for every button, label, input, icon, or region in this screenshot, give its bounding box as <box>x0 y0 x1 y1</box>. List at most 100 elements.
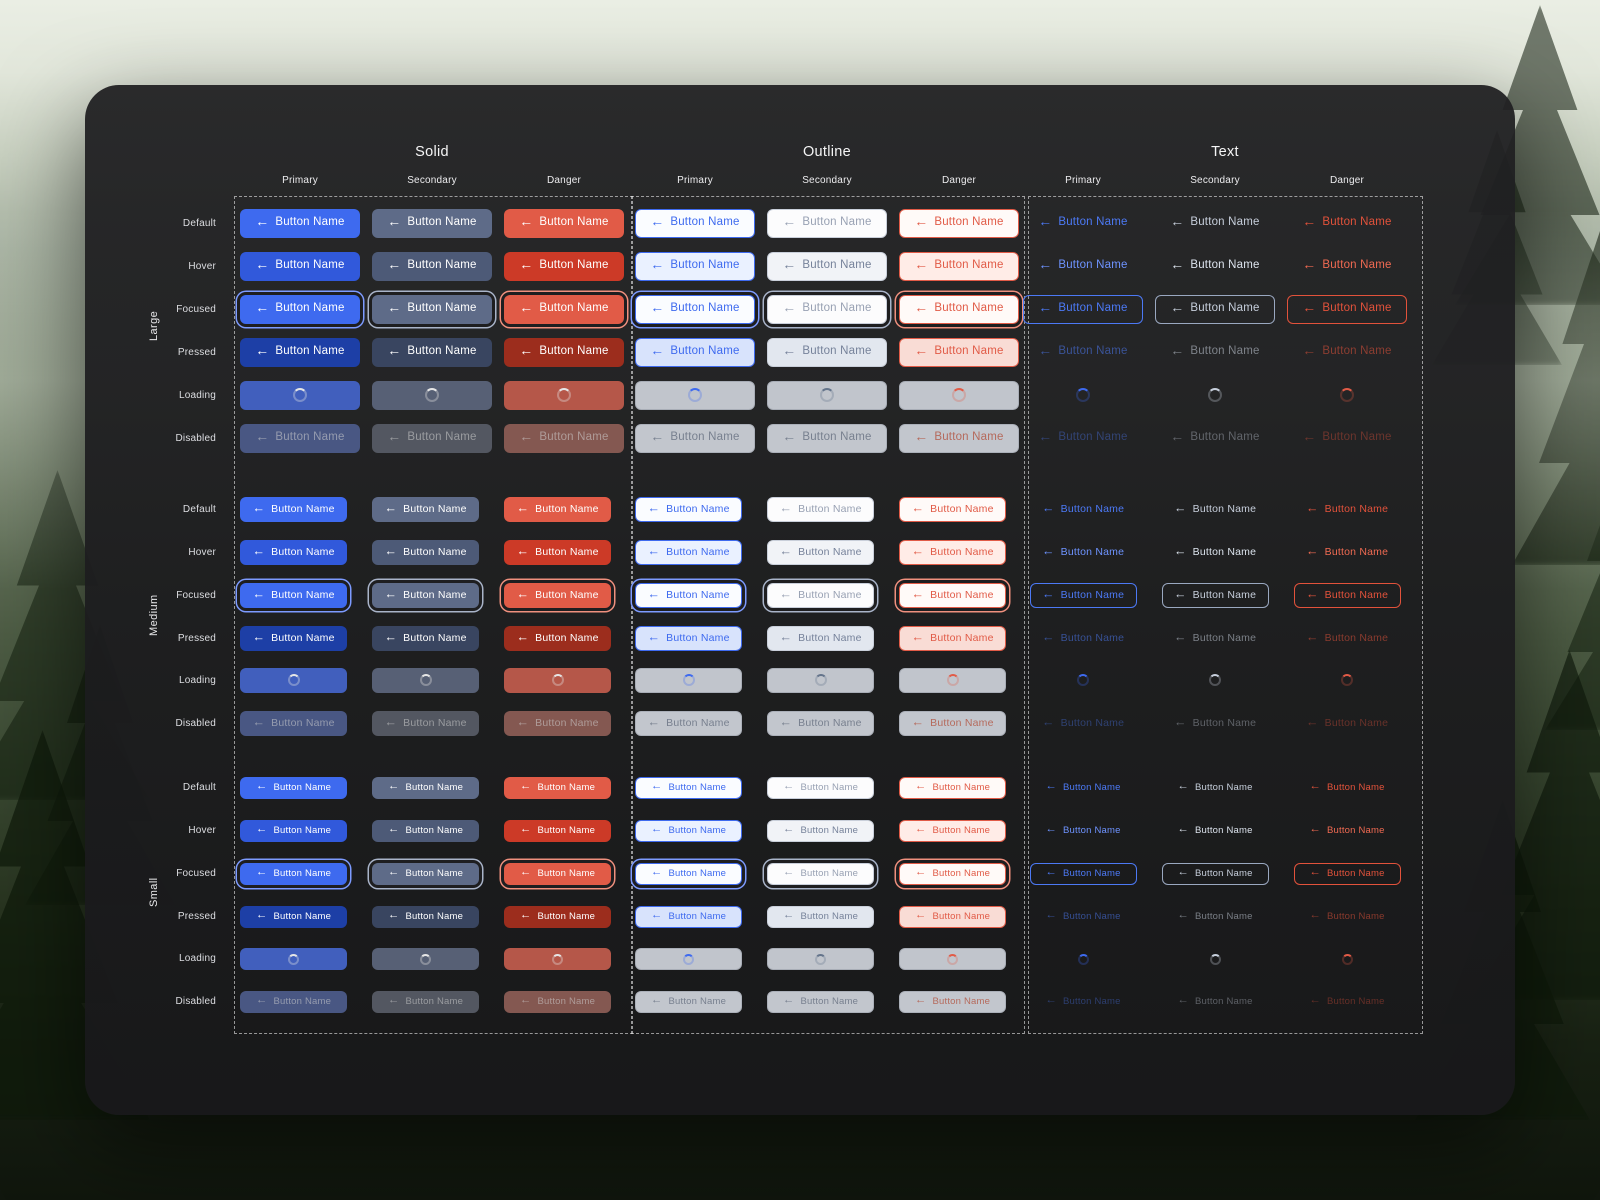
button-text-danger-large-loading[interactable] <box>1287 381 1407 410</box>
button-solid-danger-small-hover[interactable]: ← Button Name <box>504 820 611 842</box>
button-text-danger-large-hover[interactable]: ← Button Name <box>1287 252 1407 281</box>
button-text-danger-medium-focused[interactable]: ← Button Name <box>1293 582 1401 608</box>
button-outline-secondary-small-pressed[interactable]: ← Button Name <box>767 906 874 928</box>
button-text-secondary-large-pressed[interactable]: ← Button Name <box>1155 338 1275 367</box>
button-text-danger-medium-default[interactable]: ← Button Name <box>1294 497 1401 522</box>
button-text-primary-large-focused[interactable]: ← Button Name <box>1023 294 1143 324</box>
button-solid-danger-large-default[interactable]: ← Button Name <box>504 208 624 238</box>
button-text-danger-small-hover[interactable]: ← Button Name <box>1294 820 1401 842</box>
button-outline-primary-large-loading[interactable] <box>635 380 755 410</box>
button-outline-danger-large-pressed[interactable]: ← Button Name <box>899 337 1019 367</box>
button-text-secondary-small-focused[interactable]: ← Button Name <box>1161 863 1269 885</box>
button-outline-danger-large-default[interactable]: ← Button Name <box>899 208 1019 238</box>
button-solid-primary-medium-pressed[interactable]: ← Button Name <box>240 625 347 651</box>
button-outline-danger-medium-hover[interactable]: ← Button Name <box>899 539 1006 565</box>
button-outline-danger-small-default[interactable]: ← Button Name <box>899 777 1006 799</box>
button-solid-secondary-medium-loading[interactable] <box>372 667 479 693</box>
button-outline-secondary-small-loading[interactable] <box>767 948 874 970</box>
button-text-danger-small-loading[interactable] <box>1294 948 1401 970</box>
button-outline-secondary-medium-hover[interactable]: ← Button Name <box>767 539 874 565</box>
button-outline-danger-small-focused[interactable]: ← Button Name <box>899 863 1006 885</box>
button-outline-secondary-large-focused[interactable]: ← Button Name <box>767 294 887 324</box>
button-solid-danger-medium-hover[interactable]: ← Button Name <box>504 539 611 565</box>
button-text-danger-medium-hover[interactable]: ← Button Name <box>1294 540 1401 565</box>
button-solid-secondary-large-focused[interactable]: ← Button Name <box>372 294 492 324</box>
button-text-danger-medium-pressed[interactable]: ← Button Name <box>1294 626 1401 651</box>
button-text-primary-large-pressed[interactable]: ← Button Name <box>1023 338 1143 367</box>
button-outline-secondary-small-hover[interactable]: ← Button Name <box>767 820 874 842</box>
button-outline-danger-medium-focused[interactable]: ← Button Name <box>899 582 1006 608</box>
button-outline-danger-medium-default[interactable]: ← Button Name <box>899 496 1006 522</box>
button-solid-secondary-large-pressed[interactable]: ← Button Name <box>372 337 492 367</box>
button-outline-primary-medium-loading[interactable] <box>635 667 742 693</box>
button-outline-primary-small-focused[interactable]: ← Button Name <box>635 863 742 885</box>
button-text-primary-small-pressed[interactable]: ← Button Name <box>1030 906 1137 928</box>
button-solid-secondary-large-loading[interactable] <box>372 380 492 410</box>
button-text-danger-medium-loading[interactable] <box>1294 668 1401 693</box>
button-text-primary-small-focused[interactable]: ← Button Name <box>1029 863 1137 885</box>
button-outline-danger-large-hover[interactable]: ← Button Name <box>899 251 1019 281</box>
button-text-primary-small-default[interactable]: ← Button Name <box>1030 777 1137 799</box>
button-solid-primary-medium-hover[interactable]: ← Button Name <box>240 539 347 565</box>
button-text-secondary-large-loading[interactable] <box>1155 381 1275 410</box>
button-solid-primary-medium-loading[interactable] <box>240 667 347 693</box>
button-text-primary-medium-hover[interactable]: ← Button Name <box>1030 540 1137 565</box>
button-solid-secondary-small-focused[interactable]: ← Button Name <box>372 863 479 885</box>
button-outline-primary-large-default[interactable]: ← Button Name <box>635 208 755 238</box>
button-solid-secondary-small-hover[interactable]: ← Button Name <box>372 820 479 842</box>
button-outline-primary-small-default[interactable]: ← Button Name <box>635 777 742 799</box>
button-outline-primary-large-pressed[interactable]: ← Button Name <box>635 337 755 367</box>
button-outline-secondary-medium-default[interactable]: ← Button Name <box>767 496 874 522</box>
button-outline-primary-medium-pressed[interactable]: ← Button Name <box>635 625 742 651</box>
button-solid-primary-small-pressed[interactable]: ← Button Name <box>240 906 347 928</box>
button-text-secondary-medium-focused[interactable]: ← Button Name <box>1161 582 1269 608</box>
button-solid-secondary-large-default[interactable]: ← Button Name <box>372 208 492 238</box>
button-text-secondary-small-loading[interactable] <box>1162 948 1269 970</box>
button-outline-secondary-small-focused[interactable]: ← Button Name <box>767 863 874 885</box>
button-outline-secondary-medium-focused[interactable]: ← Button Name <box>767 582 874 608</box>
button-text-secondary-small-default[interactable]: ← Button Name <box>1162 777 1269 799</box>
button-text-primary-small-hover[interactable]: ← Button Name <box>1030 820 1137 842</box>
button-text-primary-medium-pressed[interactable]: ← Button Name <box>1030 626 1137 651</box>
button-outline-secondary-large-loading[interactable] <box>767 380 887 410</box>
button-outline-danger-large-loading[interactable] <box>899 380 1019 410</box>
button-solid-danger-medium-loading[interactable] <box>504 667 611 693</box>
button-solid-secondary-small-default[interactable]: ← Button Name <box>372 777 479 799</box>
button-solid-secondary-medium-pressed[interactable]: ← Button Name <box>372 625 479 651</box>
button-solid-primary-large-default[interactable]: ← Button Name <box>240 208 360 238</box>
button-outline-danger-medium-loading[interactable] <box>899 667 1006 693</box>
button-solid-danger-small-pressed[interactable]: ← Button Name <box>504 906 611 928</box>
button-outline-danger-medium-pressed[interactable]: ← Button Name <box>899 625 1006 651</box>
button-solid-primary-large-loading[interactable] <box>240 380 360 410</box>
button-outline-secondary-large-pressed[interactable]: ← Button Name <box>767 337 887 367</box>
button-solid-danger-large-loading[interactable] <box>504 380 624 410</box>
button-text-primary-medium-default[interactable]: ← Button Name <box>1030 497 1137 522</box>
button-solid-primary-medium-default[interactable]: ← Button Name <box>240 496 347 522</box>
button-outline-danger-small-loading[interactable] <box>899 948 1006 970</box>
button-text-primary-large-loading[interactable] <box>1023 381 1143 410</box>
button-outline-secondary-large-default[interactable]: ← Button Name <box>767 208 887 238</box>
button-text-secondary-medium-hover[interactable]: ← Button Name <box>1162 540 1269 565</box>
button-outline-primary-small-pressed[interactable]: ← Button Name <box>635 906 742 928</box>
button-text-secondary-medium-loading[interactable] <box>1162 668 1269 693</box>
button-text-primary-large-hover[interactable]: ← Button Name <box>1023 252 1143 281</box>
button-solid-danger-small-focused[interactable]: ← Button Name <box>504 863 611 885</box>
button-text-danger-small-pressed[interactable]: ← Button Name <box>1294 906 1401 928</box>
button-solid-danger-small-loading[interactable] <box>504 948 611 970</box>
button-text-danger-small-focused[interactable]: ← Button Name <box>1293 863 1401 885</box>
button-solid-danger-large-focused[interactable]: ← Button Name <box>504 294 624 324</box>
button-outline-primary-medium-focused[interactable]: ← Button Name <box>635 582 742 608</box>
button-text-secondary-small-hover[interactable]: ← Button Name <box>1162 820 1269 842</box>
button-solid-primary-medium-focused[interactable]: ← Button Name <box>240 582 347 608</box>
button-outline-danger-small-hover[interactable]: ← Button Name <box>899 820 1006 842</box>
button-solid-danger-medium-pressed[interactable]: ← Button Name <box>504 625 611 651</box>
button-solid-primary-large-hover[interactable]: ← Button Name <box>240 251 360 281</box>
button-outline-primary-medium-hover[interactable]: ← Button Name <box>635 539 742 565</box>
button-outline-secondary-large-hover[interactable]: ← Button Name <box>767 251 887 281</box>
button-text-danger-large-default[interactable]: ← Button Name <box>1287 209 1407 238</box>
button-outline-primary-small-loading[interactable] <box>635 948 742 970</box>
button-outline-danger-large-focused[interactable]: ← Button Name <box>899 294 1019 324</box>
button-text-secondary-large-focused[interactable]: ← Button Name <box>1155 294 1275 324</box>
button-solid-secondary-small-loading[interactable] <box>372 948 479 970</box>
button-outline-secondary-medium-pressed[interactable]: ← Button Name <box>767 625 874 651</box>
